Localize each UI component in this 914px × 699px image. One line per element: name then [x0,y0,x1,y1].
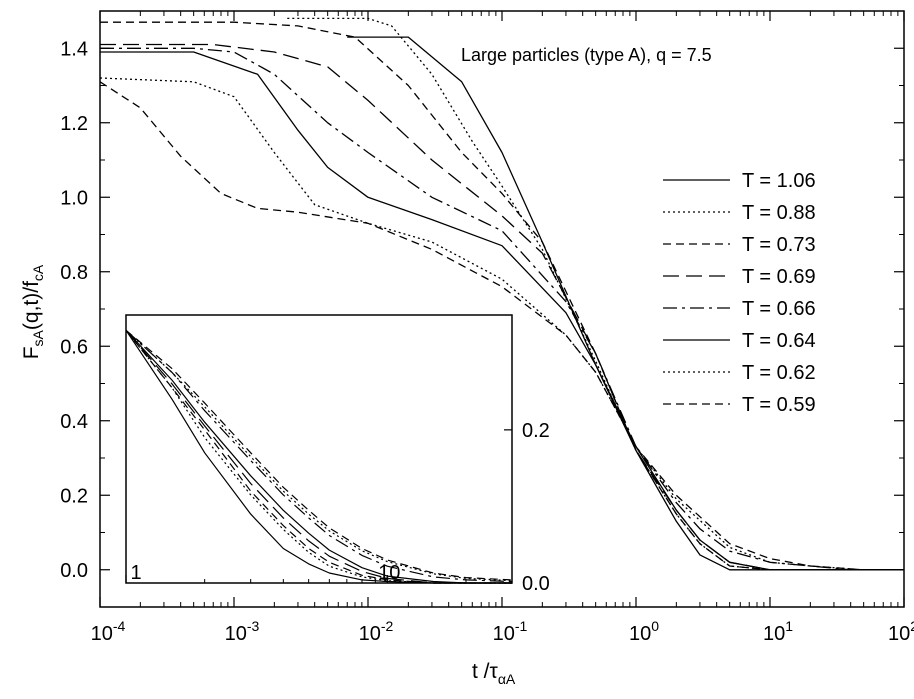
x-tick-label-exp: 2 [910,618,914,634]
inset-y-tick-label: 0.2 [522,420,550,442]
x-tick-label: 102 [888,618,914,645]
x-tick-label-base: 10 [225,623,247,645]
legend-label: T = 1.06 [742,170,816,192]
x-tick-label-base: 10 [359,623,381,645]
x-tick-label-base: 10 [91,623,113,645]
x-tick-label-base: 10 [629,623,651,645]
x-tick-label-base: 10 [493,623,515,645]
x-axis-title-sub: αA [498,671,516,687]
main-ticks: 10-410-310-210-11001011020.00.20.40.60.8… [60,11,914,645]
x-tick-label: 100 [629,618,659,645]
y-tick-label: 1.4 [60,38,88,60]
x-tick-label-exp: -3 [247,618,260,634]
x-axis-title: t /ταA [472,660,516,687]
inset-series-line [125,329,512,584]
x-axis-title-main: t / [472,660,490,683]
annotation: Large particles (type A), q = 7.5 [461,45,712,65]
inset-series-line [125,329,513,581]
y-axis-title-f1: F [20,346,43,359]
x-tick-label-exp: -1 [515,618,528,634]
x-tick-label-exp: -2 [381,618,394,634]
x-tick-label-base: 10 [763,623,785,645]
y-tick-label: 0.6 [60,336,88,358]
legend-label: T = 0.59 [742,394,816,416]
legend-label: T = 0.73 [742,234,816,256]
legend-label: T = 0.88 [742,202,816,224]
y-tick-label: 0.4 [60,411,88,433]
x-tick-label: 10-4 [91,618,126,645]
series-line [100,51,904,571]
legend-label: T = 0.66 [742,298,816,320]
inset-x-tick-label: 1 [130,562,141,584]
y-tick-label: 0.2 [60,485,88,507]
x-tick-label-exp: 1 [785,618,793,634]
main-series [99,17,904,571]
series-line [99,77,904,571]
y-tick-label: 0.0 [60,560,88,582]
x-tick-label: 10-2 [359,618,394,645]
x-tick-label: 10-3 [225,618,260,645]
legend-label: T = 0.64 [742,330,816,352]
inset-series [125,329,513,584]
inset-series-line [125,329,512,584]
series-line [100,21,904,571]
inset-ticks: 1 10 0.0 0.2 [125,420,550,595]
x-tick-label-exp: 0 [651,618,659,634]
y-tick-label: 1.0 [60,187,88,209]
legend-label: T = 0.62 [742,362,816,384]
inset-series-line [125,329,513,582]
x-tick-label: 101 [763,618,793,645]
inset-y-tick-label: 0.0 [522,573,550,595]
y-axis-title: FsA(q,t)/fcA [20,264,46,359]
x-axis-title-greek: τ [490,660,499,683]
y-axis-title-s1: sA [30,329,46,346]
legend: T = 1.06 T = 0.88 T = 0.73 T = 0.69 T = 0.66… [663,170,816,416]
inset-x-tick-label: 10 [378,562,400,584]
inset-chart: 1 10 0.0 0.2 [125,314,550,595]
y-tick-label: 0.8 [60,262,88,284]
legend-label: T = 0.69 [742,266,816,288]
y-axis-title-mid: (q,t)/f [20,281,43,330]
series-line [99,81,904,571]
x-tick-label-base: 10 [888,623,910,645]
x-tick-label: 10-1 [493,618,528,645]
series-line [287,17,904,571]
series-line [100,47,904,571]
y-axis-title-s2: cA [30,264,46,281]
x-tick-label-exp: -4 [113,618,126,634]
inset-series-line [125,329,512,584]
y-tick-label: 1.2 [60,113,88,135]
inset-series-line [125,329,513,583]
inset-frame [125,314,513,584]
series-line [347,36,904,571]
